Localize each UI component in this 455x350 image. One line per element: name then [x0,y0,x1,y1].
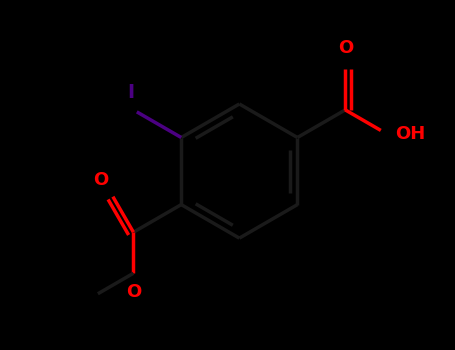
Text: O: O [338,39,353,57]
Text: O: O [93,171,109,189]
Text: OH: OH [395,125,425,144]
Text: I: I [127,83,134,103]
Text: O: O [126,283,141,301]
